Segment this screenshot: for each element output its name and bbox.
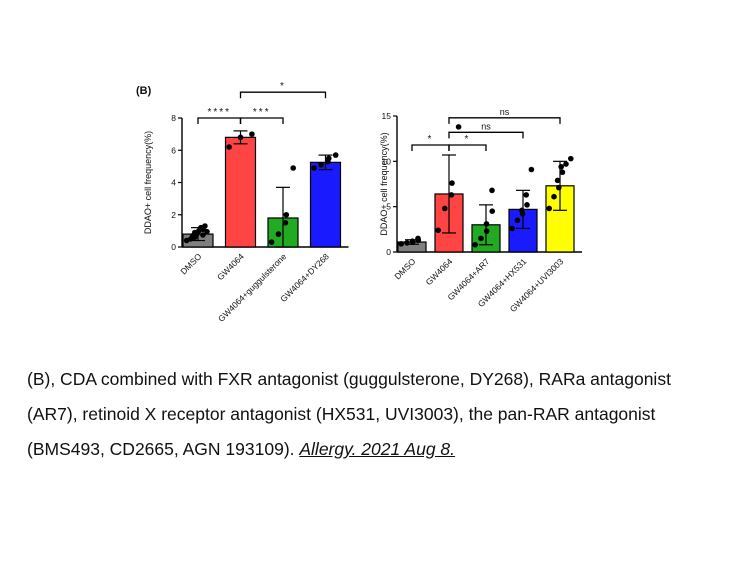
data-point (409, 238, 416, 244)
data-point (524, 202, 530, 208)
significance-label: * (428, 134, 434, 145)
data-point (563, 161, 569, 167)
data-point (268, 239, 275, 245)
data-point (489, 208, 496, 214)
caption-line-2: (AR7), retinoid X receptor antagonist (H… (27, 404, 656, 424)
y-tick-label: 6 (171, 145, 176, 155)
data-point (249, 131, 255, 137)
data-point (275, 231, 282, 237)
data-point (415, 235, 421, 242)
data-point (483, 228, 490, 234)
data-point (489, 187, 495, 194)
data-point (448, 192, 455, 198)
data-point (551, 193, 557, 200)
category-label: GW4064 (215, 251, 246, 282)
bar-gw4064 (224, 136, 257, 248)
significance-label: * (280, 81, 286, 92)
data-point (283, 211, 290, 218)
y-tick-label: 10 (382, 156, 392, 166)
significance-bracket (448, 117, 561, 124)
y-tick-label: 5 (386, 202, 391, 212)
data-point (554, 177, 561, 184)
data-point (282, 220, 289, 226)
category-label: DMSO (178, 251, 203, 276)
data-point (523, 192, 529, 198)
data-point (528, 166, 535, 173)
data-point (568, 155, 574, 162)
data-point (483, 221, 490, 227)
data-point (519, 207, 525, 214)
panel-label: (B) (136, 85, 152, 97)
significance-label: ns (481, 121, 491, 131)
data-point (478, 235, 484, 242)
data-point (449, 180, 455, 186)
significance-label: **** (207, 107, 231, 118)
data-point (558, 163, 564, 170)
data-point (404, 240, 410, 246)
data-point (472, 241, 479, 248)
y-tick-label: 0 (386, 247, 391, 257)
significance-bracket (239, 91, 327, 99)
significance-bracket (411, 144, 450, 152)
significance-bracket (239, 117, 284, 124)
significance-bracket (197, 117, 242, 124)
caption-line-3-text: (BMS493, CD2665, AGN 193109). (27, 439, 300, 459)
data-point (509, 225, 515, 232)
data-point (326, 155, 332, 162)
data-point (226, 144, 232, 150)
data-point (290, 165, 297, 171)
category-label: GW4064 (424, 256, 455, 287)
data-point (311, 165, 317, 171)
data-point (442, 205, 448, 212)
data-point (200, 232, 206, 238)
caption-line-1: (B), CDA combined with FXR antagonist (g… (27, 369, 671, 389)
y-tick-label: 2 (171, 210, 176, 220)
data-point (455, 124, 462, 130)
data-point (559, 169, 566, 176)
data-point (514, 217, 521, 224)
data-point (204, 228, 210, 235)
y-axis-label: DDAO+ cell frequency(%) (143, 131, 153, 234)
y-tick-label: 15 (382, 111, 392, 121)
caption-line-3: (BMS493, CD2665, AGN 193109). Allergy. 2… (27, 432, 747, 467)
y-tick-label: 8 (171, 113, 176, 123)
y-tick-label: 0 (171, 242, 176, 252)
data-point (398, 241, 405, 247)
significance-label: * (465, 134, 471, 145)
data-point (546, 205, 552, 212)
significance-label: ns (500, 107, 510, 117)
bar-gw4064-dy268 (309, 161, 342, 248)
data-point (237, 134, 244, 141)
data-point (332, 152, 339, 158)
significance-bracket (448, 131, 524, 139)
data-point (202, 223, 208, 229)
citation-link[interactable]: Allergy. 2021 Aug 8. (299, 439, 456, 459)
y-tick-label: 4 (171, 178, 176, 188)
data-point (435, 227, 442, 234)
category-label: DMSO (392, 256, 417, 281)
y-axis-label: DDAO+ cell frequency(%) (379, 132, 389, 235)
significance-bracket (448, 144, 487, 152)
significance-label: *** (253, 107, 271, 118)
figure-caption: (B), CDA combined with FXR antagonist (g… (27, 362, 747, 467)
data-point (556, 184, 562, 191)
data-point (318, 161, 324, 168)
